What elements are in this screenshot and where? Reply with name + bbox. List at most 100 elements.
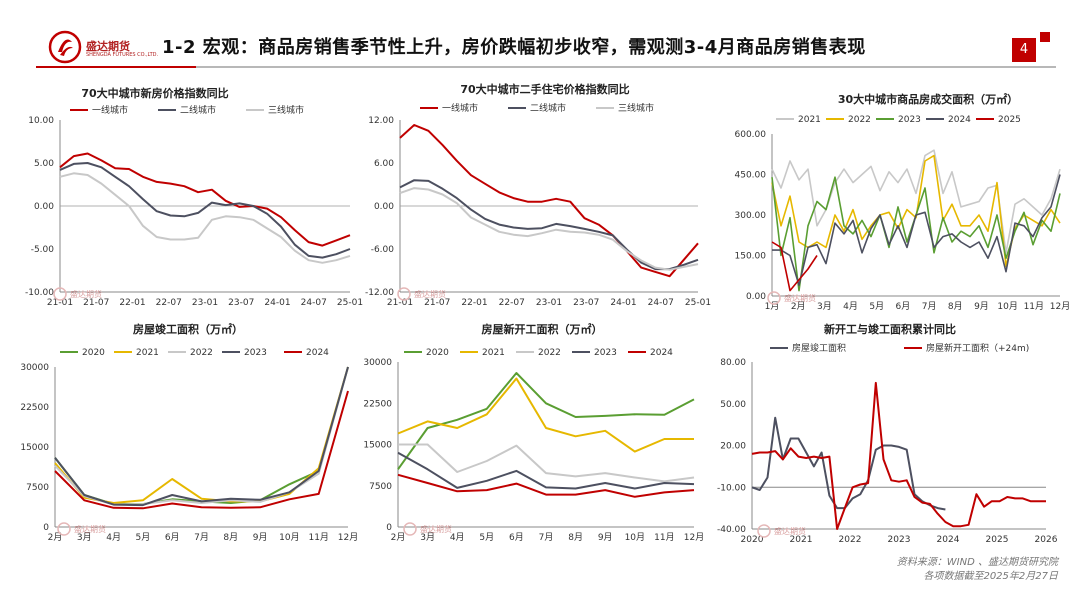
series-line-2020: [397, 372, 695, 470]
y-tick-label: 20.00: [720, 442, 746, 452]
x-tick-label: 2月: [48, 532, 63, 543]
y-tick-label: 0.00: [374, 202, 394, 212]
series-line-2021: [771, 149, 1061, 254]
x-tick-label: 9月: [598, 532, 613, 543]
series-line-三线城市: [59, 172, 351, 264]
y-tick-label: 15000: [20, 443, 49, 453]
x-tick-label: 2024: [937, 535, 960, 545]
watermark-logo-icon: [397, 287, 411, 301]
legend-label-房屋新开工面积（+24m): 房屋新开工面积（+24m): [926, 342, 1029, 354]
series-line-2022: [54, 366, 349, 506]
y-tick-label: 300.00: [735, 211, 767, 221]
x-tick-label: 11月: [654, 532, 674, 543]
page-corner-mark: [1040, 32, 1050, 42]
legend-label-2024: 2024: [306, 348, 329, 358]
x-tick-label: 6月: [165, 532, 180, 543]
legend-label-2023: 2023: [244, 348, 267, 358]
watermark-text: 盛达期货: [74, 524, 106, 534]
y-tick-label: 22500: [20, 403, 49, 413]
y-tick-label: 10.00: [28, 116, 54, 126]
x-tick-label: 2020: [741, 535, 764, 545]
x-tick-label: 5月: [479, 532, 494, 543]
y-tick-label: 15000: [363, 441, 392, 451]
legend-label-2023: 2023: [594, 348, 617, 358]
x-tick-label: 6月: [509, 532, 524, 543]
legend-label-2020: 2020: [426, 348, 449, 358]
chart-title-5: 新开工与竣工面积累计同比: [824, 322, 956, 336]
x-tick-label: 21-07: [83, 298, 109, 308]
x-tick-label: 8月: [568, 532, 583, 543]
series-line-2025: [771, 241, 818, 292]
watermark-text: 盛达期货: [774, 526, 806, 536]
x-tick-label: 2026: [1035, 535, 1058, 545]
x-tick-label: 22-01: [461, 298, 487, 308]
x-tick-label: 2025: [986, 535, 1009, 545]
x-tick-label: 9月: [253, 532, 268, 543]
watermark-text: 盛达期货: [70, 289, 102, 299]
legend-label-二线城市: 二线城市: [180, 104, 216, 116]
legend-label-一线城市: 一线城市: [92, 104, 128, 116]
y-tick-label: 30000: [363, 358, 392, 368]
legend-label-2025: 2025: [998, 115, 1021, 125]
x-tick-label: 5月: [136, 532, 151, 543]
y-tick-label: 5.00: [34, 159, 54, 169]
x-tick-label: 7月: [194, 532, 209, 543]
series-line-2023: [397, 451, 695, 490]
header-divider: [36, 66, 1056, 68]
x-tick-label: 3月: [420, 532, 435, 543]
watermark-text: 盛达期货: [784, 293, 816, 303]
page-title: 1-2 宏观：商品房销售季节性上升，房价跌幅初步收窄，需观测3-4月商品房销售表…: [162, 37, 866, 58]
x-tick-label: 24-07: [648, 298, 674, 308]
legend-label-二线城市: 二线城市: [530, 102, 566, 114]
x-tick-label: 23-01: [536, 298, 562, 308]
x-tick-label: 7月: [922, 301, 937, 312]
legend-label-2022: 2022: [538, 348, 561, 358]
legend-label-三线城市: 三线城市: [618, 102, 654, 114]
y-tick-label: 0: [386, 523, 392, 533]
x-tick-label: 9月: [974, 301, 989, 312]
x-tick-label: 11月: [1024, 301, 1044, 312]
source-note: 资料来源：WIND 、盛达期货研究院 各项数据截至2025年2月27日: [897, 556, 1058, 584]
x-tick-label: 24-07: [301, 298, 327, 308]
y-tick-label: 12.00: [368, 116, 394, 126]
x-tick-label: 11月: [308, 532, 328, 543]
legend-label-2022: 2022: [190, 348, 213, 358]
x-tick-label: 4月: [843, 301, 858, 312]
watermark-text: 盛达期货: [414, 289, 446, 299]
x-tick-label: 10月: [625, 532, 645, 543]
x-tick-label: 23-07: [228, 298, 254, 308]
x-tick-label: 4月: [106, 532, 121, 543]
x-tick-label: 12月: [684, 532, 704, 543]
legend-label-2020: 2020: [82, 348, 105, 358]
chart-title-0: 70大中城市新房价格指数同比: [81, 86, 228, 100]
y-tick-label: 6.00: [374, 159, 394, 169]
x-tick-label: 21-01: [387, 298, 413, 308]
y-tick-label: 150.00: [735, 252, 767, 262]
y-tick-label: 80.00: [720, 358, 746, 368]
x-tick-label: 12月: [1050, 301, 1070, 312]
series-line-2022: [398, 443, 695, 483]
x-tick-label: 22-07: [156, 298, 182, 308]
chart-title-2: 30大中城市商品房成交面积（万㎡）: [838, 92, 1018, 106]
y-tick-label: 0.00: [34, 202, 54, 212]
y-tick-label: -40.00: [717, 525, 746, 535]
y-tick-label: -12.00: [365, 288, 394, 298]
y-tick-label: 50.00: [720, 400, 746, 410]
watermark-logo-icon: [767, 291, 781, 305]
watermark-logo-icon: [53, 287, 67, 301]
series-line-二线城市: [59, 162, 351, 259]
x-tick-label: 23-01: [192, 298, 218, 308]
y-tick-label: -10.00: [25, 288, 54, 298]
y-tick-label: 600.00: [735, 130, 767, 140]
legend-label-2022: 2022: [848, 115, 871, 125]
x-tick-label: 22-07: [499, 298, 525, 308]
page-number: 4: [1012, 38, 1036, 62]
chart-title-1: 70大中城市二手住宅价格指数同比: [460, 82, 629, 96]
x-tick-label: 25-01: [685, 298, 711, 308]
legend-label-2024: 2024: [948, 115, 971, 125]
legend-label-2021: 2021: [482, 348, 505, 358]
series-line-2024: [397, 473, 695, 498]
y-tick-label: 30000: [20, 363, 49, 373]
series-line-2023: [54, 366, 349, 507]
x-tick-label: 1月: [765, 301, 780, 312]
